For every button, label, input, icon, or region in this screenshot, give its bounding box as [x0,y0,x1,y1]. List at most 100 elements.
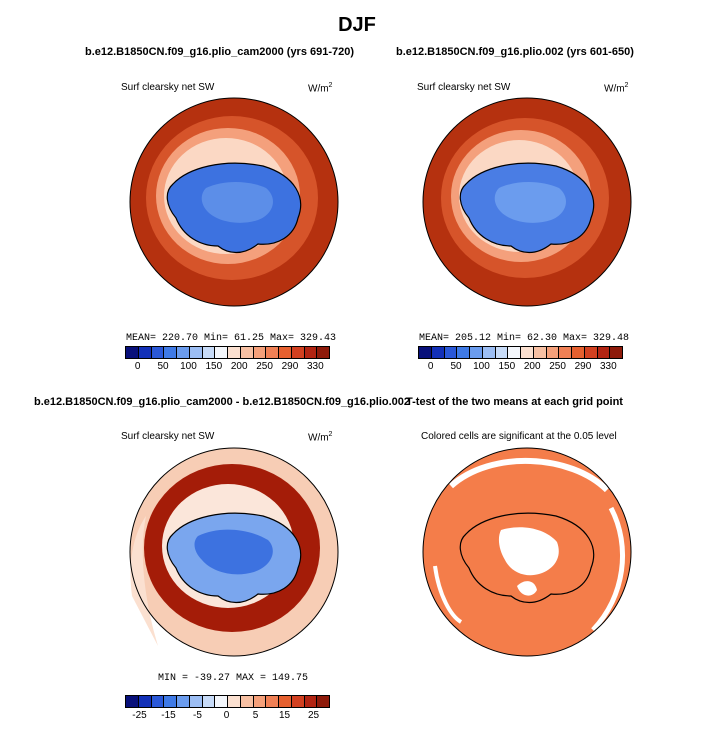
colorbar-label: 100 [473,361,490,372]
panel-1-colorbar [125,346,330,359]
non-significant-patch [517,581,537,596]
colorbar-swatch [291,696,305,707]
colorbar-swatch [419,347,432,358]
colorbar-swatch [470,347,483,358]
panel-3-colorbar-labels: -25 -15 -5 0 5 15 25 [125,710,328,722]
panel-4-title: T-test of the two means at each grid poi… [406,396,623,408]
colorbar-label: 200 [523,361,541,372]
panel-2-colorbar [418,346,623,359]
colorbar-swatch [291,347,305,358]
map-border [129,447,339,657]
coastline [166,512,302,604]
colorbar-swatch [572,347,585,358]
colorbar-swatch [279,347,292,358]
colorbar-swatch [177,347,190,358]
panel-1-colorbar-labels: 0 50 100 150 200 250 290 330 [125,361,328,373]
colorbar-swatch [253,696,267,707]
colorbar-swatch [138,347,152,358]
antarctica-non-significant [498,527,559,576]
colorbar-swatch [126,347,139,358]
colorbar-label: 50 [157,361,169,372]
colorbar-swatch [215,696,228,707]
colorbar-swatch [215,347,228,358]
panel-3-variable: Surf clearsky net SW [121,431,215,442]
colorbar-label: 250 [549,361,566,372]
colorbar-swatch [457,347,470,358]
panel-1-map [129,97,339,307]
colorbar-swatch [495,347,509,358]
colorbar-label: -5 [193,710,202,721]
colorbar-swatch [177,696,190,707]
figure-title: DJF [338,14,376,36]
panel-2-title: b.e12.B1850CN.f09_g16.plio.002 (yrs 601-… [396,46,634,58]
panel-4-variable: Colored cells are significant at the 0.0… [421,431,617,442]
colorbar-swatch [253,347,267,358]
colorbar-swatch [431,347,445,358]
colorbar-swatch [202,347,216,358]
diff-low-region [130,516,158,646]
colorbar-label: 150 [498,361,516,372]
colorbar-swatch [189,696,203,707]
colorbar-label: 0 [223,710,230,721]
colorbar-swatch [126,696,139,707]
colorbar-swatch [164,347,177,358]
colorbar-swatch [584,347,598,358]
colorbar-swatch [597,347,611,358]
colorbar-swatch [240,347,254,358]
panel-1-variable: Surf clearsky net SW [121,82,215,93]
colorbar-swatch [202,696,216,707]
coastline [459,512,595,604]
colorbar-label: 250 [256,361,273,372]
map-border [422,97,632,307]
panel-2-map [422,97,632,307]
colorbar-swatch [317,347,329,358]
colorbar-swatch [138,696,152,707]
colorbar-swatch [304,696,318,707]
map-border [422,447,632,657]
colorbar-label: 25 [307,710,320,721]
panel-1-title: b.e12.B1850CN.f09_g16.plio_cam2000 (yrs … [85,46,355,58]
colorbar-label: 330 [599,361,617,372]
colorbar-label: 290 [574,361,592,372]
colorbar-swatch [521,347,534,358]
colorbar-swatch [266,696,279,707]
panel-4-map [422,447,632,657]
colorbar-swatch [559,347,572,358]
colorbar-label: 0 [427,361,434,372]
non-significant-arc-west [433,565,463,624]
colorbar-swatch [189,347,203,358]
colorbar-swatch [508,347,521,358]
colorbar-swatch [151,696,165,707]
panel-3-map [129,447,339,657]
colorbar-swatch [151,347,165,358]
colorbar-label: 0 [134,361,141,372]
colorbar-swatch [228,696,241,707]
colorbar-swatch [240,696,254,707]
panel-2-variable: Surf clearsky net SW [417,82,511,93]
map-border [129,97,339,307]
colorbar-swatch [610,347,622,358]
colorbar-swatch [279,696,292,707]
colorbar-swatch [304,347,318,358]
colorbar-swatch [533,347,547,358]
panel-3-colorbar [125,695,330,708]
colorbar-label: -25 [132,710,147,721]
colorbar-swatch [266,347,279,358]
non-significant-arc-north [448,458,610,493]
coastline [166,162,302,254]
colorbar-label: 15 [278,710,291,721]
panel-1-stats: MEAN= 220.70 Min= 61.25 Max= 329.43 [126,333,337,344]
colorbar-label: 150 [205,361,223,372]
colorbar-swatch [317,696,329,707]
colorbar-swatch [228,347,241,358]
panel-1-units: W/m2 [308,82,333,95]
antarctica-diff-core [194,529,273,575]
panel-3-title: b.e12.B1850CN.f09_g16.plio_cam2000 - b.e… [34,396,411,408]
antarctica-interior [201,182,273,223]
coastline [459,162,595,254]
colorbar-swatch [546,347,560,358]
colorbar-label: 5 [252,710,259,721]
colorbar-label: 50 [450,361,462,372]
colorbar-label: 290 [281,361,299,372]
colorbar-swatch [482,347,496,358]
